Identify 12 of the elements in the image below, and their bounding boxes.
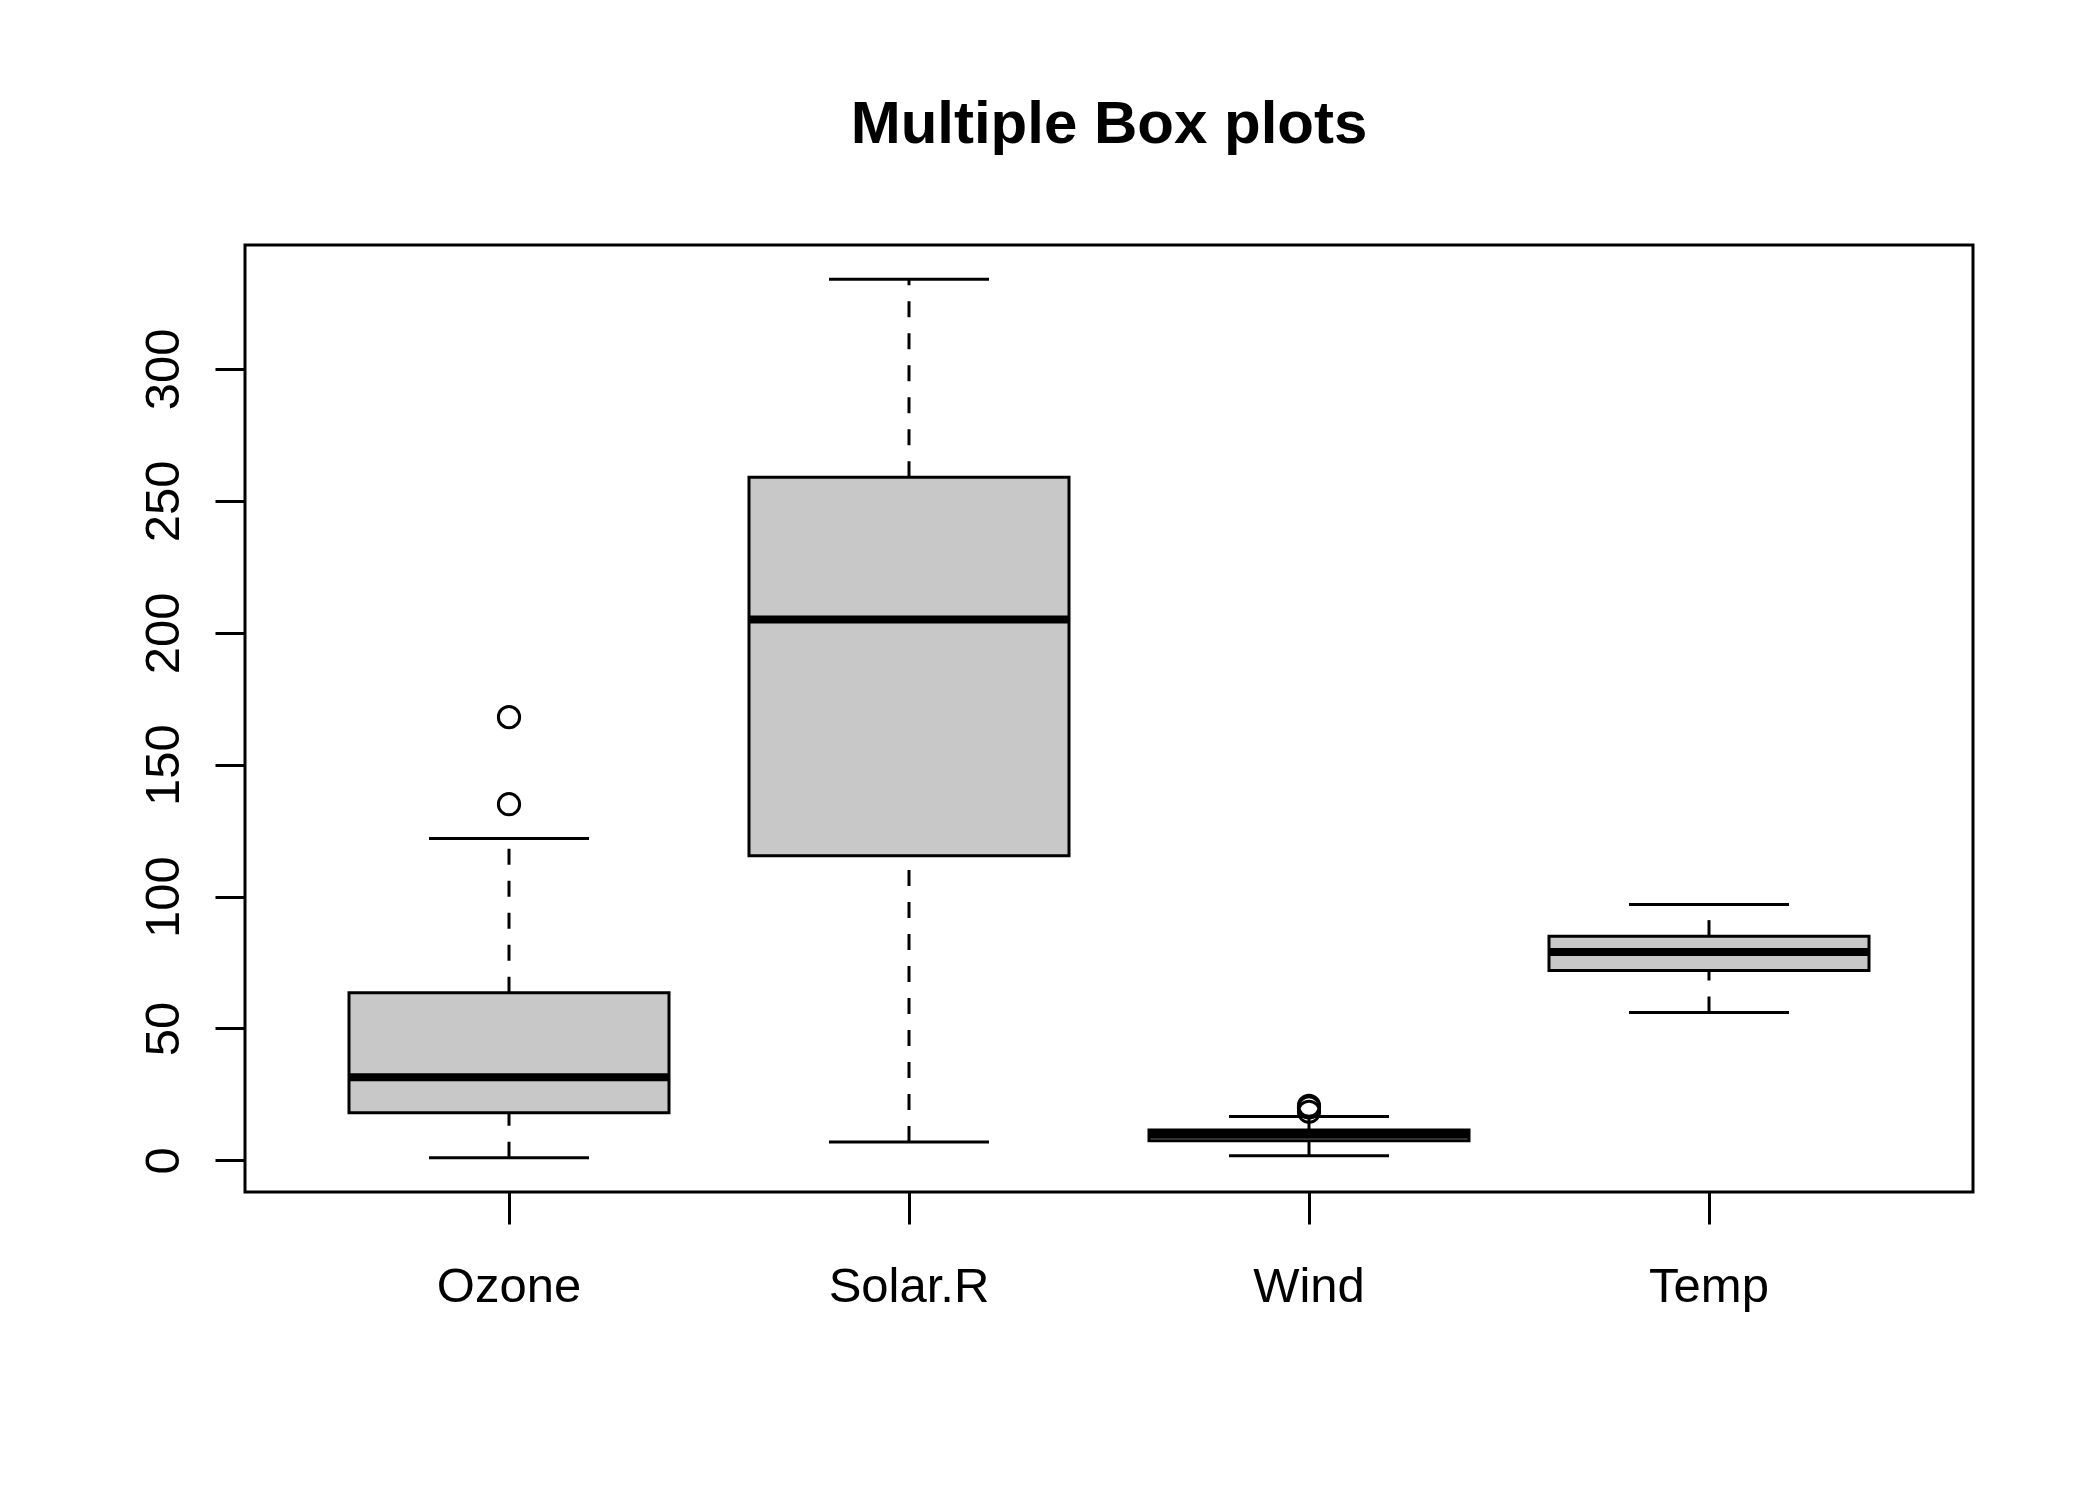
x-tick-label: Wind — [1253, 1257, 1365, 1312]
y-tick-label: 0 — [134, 1147, 189, 1175]
y-tick-label: 150 — [134, 724, 189, 807]
x-tick-label: Solar.R — [828, 1257, 990, 1312]
y-tick-label: 300 — [134, 328, 189, 411]
y-tick-label: 200 — [134, 592, 189, 675]
x-tick-label: Ozone — [436, 1257, 582, 1312]
y-tick-label: 100 — [134, 856, 189, 938]
chart-title: Multiple Box plots — [850, 89, 1368, 156]
y-tick-label: 250 — [134, 460, 189, 543]
y-tick-label: 50 — [134, 1001, 189, 1057]
x-tick-label: Temp — [1649, 1257, 1769, 1312]
